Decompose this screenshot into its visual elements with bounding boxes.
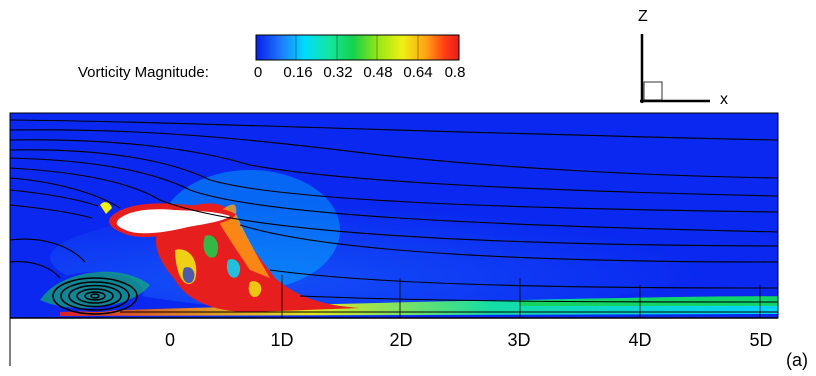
- colorbar-tick: 0: [253, 64, 263, 81]
- colorbar-tick: 0.64: [403, 64, 433, 81]
- vorticity-field: [10, 113, 778, 318]
- colorbar-title: Vorticity Magnitude:: [78, 64, 209, 81]
- axis-triad: [640, 34, 710, 103]
- x-tick-label: 5D: [749, 330, 773, 350]
- x-axis-label: x: [720, 91, 728, 108]
- x-tick-label: 1D: [270, 330, 294, 350]
- colorbar-tick: 0.8: [444, 64, 466, 81]
- x-tick-label: 4D: [628, 330, 652, 350]
- colorbar-tick: 0.48: [363, 64, 393, 81]
- colorbar-tick: 0.16: [283, 64, 313, 81]
- x-tick-label: 2D: [389, 330, 413, 350]
- z-axis-label: Z: [638, 8, 648, 25]
- x-tick-label: 0: [164, 330, 176, 350]
- colorbar: [255, 34, 460, 61]
- x-tick-label: 3D: [507, 330, 531, 350]
- colorbar-tick: 0.32: [323, 64, 353, 81]
- panel-label: (a): [786, 350, 808, 370]
